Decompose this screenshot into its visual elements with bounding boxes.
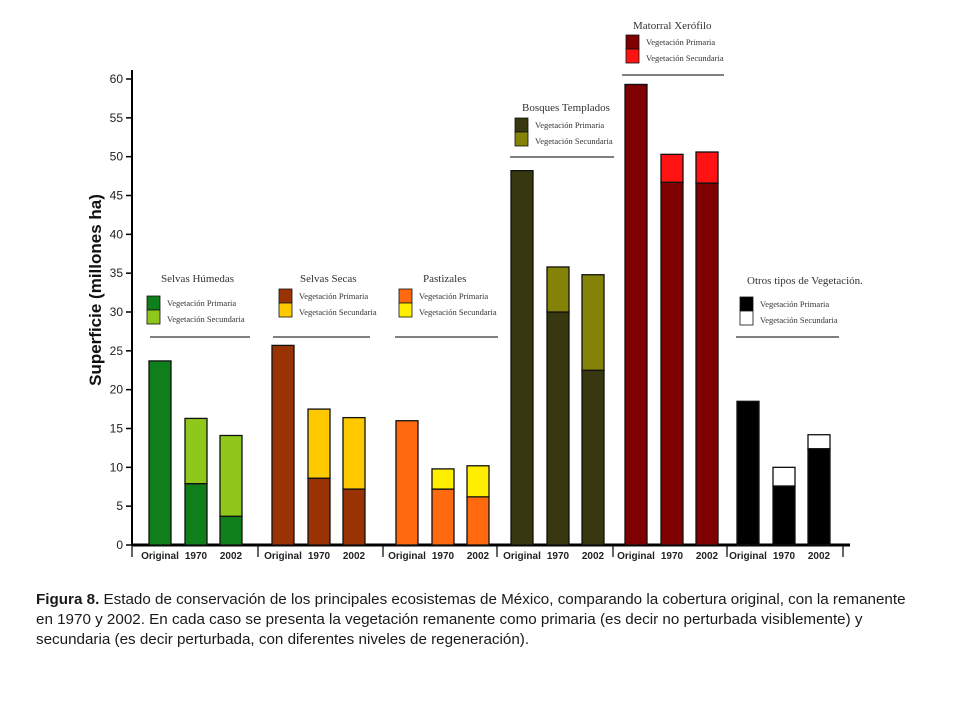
bar-secondary — [660, 153, 684, 183]
x-tick-label: Original — [264, 551, 302, 562]
x-tick-label: 2002 — [220, 551, 243, 562]
legend-swatch-primary — [398, 288, 413, 304]
y-tick-label: 35 — [110, 266, 124, 280]
y-tick-label: 20 — [110, 383, 124, 397]
x-tick-label: 1970 — [432, 551, 455, 562]
legend-label-secondary: Vegetación Secundaria — [535, 136, 613, 146]
y-axis-title: Superficie (millones ha) — [86, 194, 105, 386]
legend-swatch-secondary — [514, 131, 529, 147]
bar-secondary — [546, 266, 570, 313]
legend-swatch-secondary — [398, 302, 413, 318]
legend-label-secondary: Vegetación Secundaria — [646, 53, 724, 63]
y-tick-label: 30 — [110, 305, 124, 319]
legend-label-secondary: Vegetación Secundaria — [419, 307, 497, 317]
x-tick-label: 1970 — [185, 551, 208, 562]
bar-primary — [395, 420, 419, 546]
bar-primary — [431, 488, 455, 546]
y-tick-label: 60 — [110, 72, 124, 86]
legend-title: Selvas Secas — [300, 273, 357, 285]
y-tick-label: 50 — [110, 150, 124, 164]
bar-primary — [148, 360, 172, 546]
bar-primary — [271, 344, 295, 546]
y-tick-label: 5 — [116, 499, 123, 513]
legend-swatch-primary — [514, 117, 529, 133]
legend-label-primary: Vegetación Primaria — [646, 37, 715, 47]
x-tick-label: 1970 — [308, 551, 331, 562]
y-tick-label: 40 — [110, 227, 124, 241]
bar-secondary — [695, 151, 719, 184]
legend-title: Matorral Xerófilo — [633, 20, 712, 32]
bar-primary — [466, 496, 490, 546]
bar-primary — [736, 400, 760, 546]
legend-label-primary: Vegetación Primaria — [760, 299, 829, 309]
legend-label-secondary: Vegetación Secundaria — [167, 314, 245, 324]
legend-label-primary: Vegetación Primaria — [167, 298, 236, 308]
figure-caption: Figura 8. Estado de conservación de los … — [36, 590, 916, 650]
legend-swatch-primary — [739, 296, 754, 312]
bar-primary — [772, 485, 796, 546]
y-tick-label: 25 — [110, 344, 124, 358]
x-tick-label: 2002 — [582, 551, 605, 562]
bar-primary — [581, 369, 605, 546]
x-tick-label: 2002 — [696, 551, 719, 562]
y-tick-label: 0 — [116, 538, 123, 552]
bar-primary — [624, 83, 648, 546]
bar-secondary — [807, 434, 831, 450]
bar-secondary — [342, 416, 366, 490]
bar-secondary — [219, 434, 243, 517]
y-tick-label: 45 — [110, 189, 124, 203]
x-tick-label: 2002 — [808, 551, 831, 562]
bar-primary — [510, 169, 534, 546]
x-tick-label: Original — [729, 551, 767, 562]
caption-text: Estado de conservación de los principale… — [36, 591, 906, 648]
bar-primary — [695, 182, 719, 546]
legend-swatch-secondary — [625, 48, 640, 64]
legend-swatch-secondary — [739, 310, 754, 326]
bar-primary — [546, 311, 570, 546]
bar-primary — [660, 181, 684, 546]
bar-secondary — [307, 408, 331, 479]
bar-secondary — [581, 274, 605, 371]
x-tick-label: Original — [388, 551, 426, 562]
chart: 0 5 10 15 20 25 30 35 40 45 50 55 60 Superficie (mill… — [86, 20, 863, 562]
bar-secondary — [431, 468, 455, 490]
bar-primary — [342, 488, 366, 546]
legend-title: Bosques Templados — [522, 102, 610, 114]
bar-primary — [184, 482, 208, 546]
x-tick-label: Original — [617, 551, 655, 562]
legend-title: Selvas Húmedas — [161, 273, 234, 285]
bar-secondary — [184, 417, 208, 485]
legend-swatch-primary — [278, 288, 293, 304]
x-tick-label: 1970 — [773, 551, 796, 562]
legend-swatch-secondary — [278, 302, 293, 318]
legend-label-secondary: Vegetación Secundaria — [760, 315, 838, 325]
legend-label-primary: Vegetación Primaria — [299, 291, 368, 301]
legend-swatch-primary — [625, 34, 640, 50]
legend-title: Otros tipos de Vegetación. — [747, 275, 863, 287]
bar-primary — [307, 477, 331, 546]
legend-label-primary: Vegetación Primaria — [419, 291, 488, 301]
bar-secondary — [772, 466, 796, 487]
x-tick-label: Original — [141, 551, 179, 562]
y-tick-label: 55 — [110, 111, 124, 125]
legend-swatch-secondary — [146, 309, 161, 325]
caption-label: Figura 8. — [36, 591, 100, 608]
legend-title: Pastizales — [423, 273, 466, 285]
x-tick-label: 1970 — [547, 551, 570, 562]
x-tick-label: Original — [503, 551, 541, 562]
legend-swatch-primary — [146, 295, 161, 311]
bar-primary — [807, 448, 831, 546]
y-tick-label: 10 — [110, 460, 124, 474]
legend-label-secondary: Vegetación Secundaria — [299, 307, 377, 317]
x-tick-label: 1970 — [661, 551, 684, 562]
y-tick-label: 15 — [110, 422, 124, 436]
legend-label-primary: Vegetación Primaria — [535, 120, 604, 130]
x-tick-label: 2002 — [343, 551, 366, 562]
bar-secondary — [466, 465, 490, 498]
x-tick-label: 2002 — [467, 551, 490, 562]
bar-primary — [219, 515, 243, 546]
